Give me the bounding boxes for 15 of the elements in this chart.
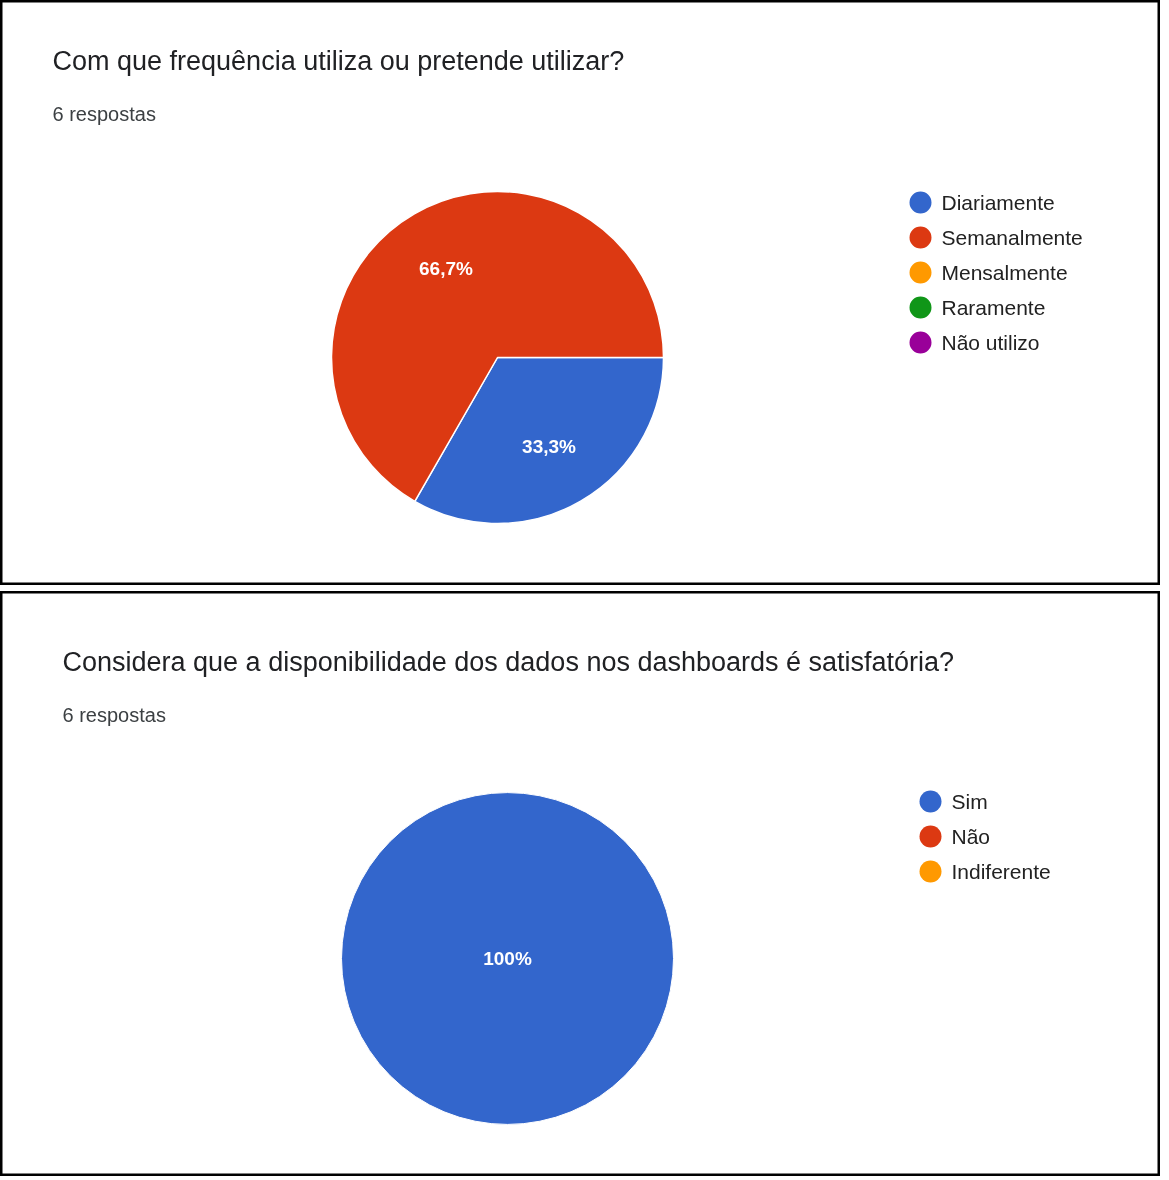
data-label: 33,3%	[522, 436, 577, 458]
legend-label: Indiferente	[951, 860, 1051, 883]
legend-label: Não	[951, 825, 991, 848]
data-label: 66,7%	[419, 257, 473, 279]
data-label: 100%	[483, 948, 532, 969]
legend-label: Mensalmente	[941, 261, 1068, 284]
legend-label: Raramente	[941, 296, 1046, 319]
legend-label: Diariamente	[941, 191, 1055, 214]
legend-label: Sim	[951, 790, 988, 813]
chart-title: Com que frequência utiliza ou pretende utilizar?	[52, 45, 625, 76]
chart-title: Considera que a disponibilidade dos dados nos dashboards é satisfatória?	[62, 646, 955, 677]
text: 6 respostas	[62, 703, 166, 726]
legend-label: Semanalmente	[941, 226, 1083, 249]
legend-label: Não utilizo	[941, 331, 1040, 354]
text: 6 respostas	[52, 102, 156, 125]
